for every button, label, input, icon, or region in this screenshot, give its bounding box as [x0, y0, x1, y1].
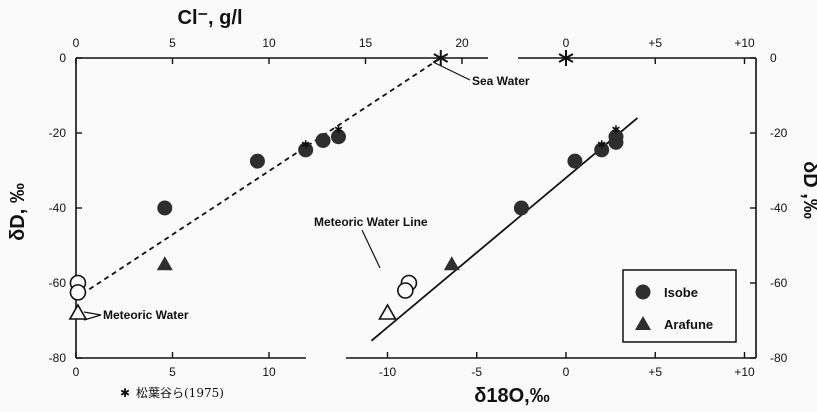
bottom-right-x-tick-label: 0: [563, 365, 570, 379]
mixing-line: [81, 57, 442, 296]
top-x-tick-label: 5: [169, 36, 176, 50]
right-y-tick-label: -80: [770, 351, 788, 365]
bottom-x-tick-label: 0: [73, 365, 80, 379]
meteoric-water-point: [397, 282, 414, 299]
bottom-right-x-tick-label: -5: [471, 365, 482, 379]
legend-arafune-marker: [635, 316, 651, 330]
bottom-right-x-tick-label: -10: [379, 365, 397, 379]
left-y-tick-label: -80: [49, 351, 67, 365]
top-right-x-tick-label: +10: [734, 36, 755, 50]
right-y-tick-label: -40: [770, 201, 788, 215]
isobe-point: [157, 200, 173, 216]
legend-isobe-label: Isobe: [664, 285, 698, 300]
right-y-tick-label: -20: [770, 126, 788, 140]
top-x-axis-title: Cl⁻, g/l: [178, 7, 243, 29]
top-x-tick-label: 0: [73, 36, 80, 50]
arafune-point: [156, 256, 173, 271]
legend-isobe-marker: [635, 284, 651, 300]
asterisk-stroke: [597, 141, 606, 147]
asterisk-stroke: [433, 53, 449, 63]
data-markers: [68, 50, 624, 320]
sea-water-leader: [432, 61, 471, 81]
isobe-point: [608, 129, 624, 145]
bottom-x-tick-label: 5: [169, 365, 176, 379]
reference-asterisk: [612, 125, 620, 134]
sea-water-asterisk: [558, 50, 574, 66]
annotation-leaders: [83, 61, 471, 321]
legend: Isobe Arafune: [622, 269, 737, 343]
bottom-x-tick-label: 10: [262, 365, 276, 379]
isobe-point: [594, 142, 610, 158]
left-y-axis-title: δD, ‰: [7, 183, 29, 241]
bottom-right-x-tick-label: +10: [734, 365, 755, 379]
isobe-point: [513, 200, 529, 216]
right-y-axis-title: δD ,‰: [799, 161, 817, 219]
right-y-tick-label: 0: [770, 51, 777, 65]
trend-lines: [81, 57, 638, 342]
asterisk-stroke: [334, 126, 343, 132]
reference-asterisk: [334, 125, 343, 134]
meteoric-water-line-leader: [361, 229, 381, 269]
axis-ticks: 0 -20 -40 -60 -80 0 -20 -40 -60 -80 0 5 10 15 20 0 5 10 0 +…: [49, 36, 788, 379]
footnote-symbol: ✱: [120, 386, 130, 400]
isobe-point: [298, 142, 314, 158]
reference-asterisk: [301, 140, 310, 149]
asterisk-stroke: [301, 141, 310, 147]
meteoric-water-point: [69, 284, 87, 301]
left-y-tick-label: -40: [49, 201, 67, 215]
meteoric-water-leader-2: [83, 314, 102, 321]
top-right-x-tick-label: +5: [648, 36, 662, 50]
isobe-point: [330, 129, 346, 145]
meteoric-water-line-label: Meteoric Water Line: [314, 215, 428, 229]
meteoric-water-line: [370, 117, 638, 342]
bottom-right-x-tick-label: +5: [648, 365, 662, 379]
isobe-point: [315, 133, 331, 148]
reference-asterisk: [597, 140, 606, 149]
meteoric-water-label: Meteoric Water: [103, 308, 189, 322]
isobe-point: [567, 153, 583, 169]
meteoric-water-leader-1: [83, 311, 102, 316]
footnote-text: 松葉谷ら(1975): [136, 386, 224, 400]
right-y-tick-label: -60: [770, 276, 788, 290]
top-x-tick-label: 10: [262, 36, 276, 50]
sea-water-asterisk: [433, 50, 449, 66]
isobe-point: [249, 153, 265, 169]
left-y-tick-label: -60: [49, 276, 67, 290]
left-y-tick-label: -20: [49, 126, 67, 140]
meteoric-triangle-point: [68, 303, 88, 320]
top-x-tick-label: 15: [359, 36, 373, 50]
left-y-tick-label: 0: [59, 51, 66, 65]
arafune-point: [443, 256, 460, 271]
asterisk-stroke: [558, 53, 574, 63]
bottom-x-axis-title: δ18O,‰: [474, 385, 550, 407]
sea-water-label: Sea Water: [472, 74, 530, 88]
legend-arafune-label: Arafune: [664, 317, 713, 332]
top-right-x-tick-label: 0: [563, 36, 570, 50]
asterisk-stroke: [612, 126, 620, 132]
meteoric-triangle-point: [378, 303, 397, 320]
top-x-tick-label: 20: [455, 36, 469, 50]
